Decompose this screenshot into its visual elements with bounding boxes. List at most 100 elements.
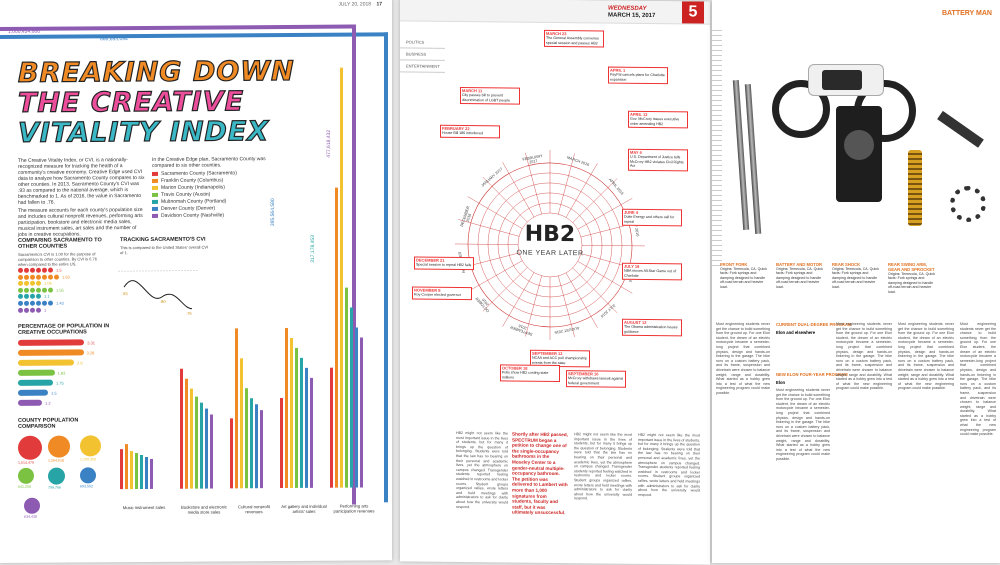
compare-dot (24, 267, 29, 273)
center-title: HB2 (524, 221, 576, 248)
category-bar (345, 287, 348, 488)
tracking-line (123, 280, 193, 310)
category-bar (235, 328, 238, 489)
population-dot (18, 467, 34, 484)
timeline-event: APRIL 1 PayPal cancels plans for Charlott… (608, 66, 668, 85)
timeline-spoke (572, 267, 618, 313)
timeline-spoke (482, 176, 528, 223)
compare-dot (18, 300, 23, 306)
pct-value: 1.75 (56, 380, 64, 386)
body-col-1: HB2 might not seem like the most importa… (456, 430, 508, 509)
category-bar (210, 414, 213, 489)
category-bar (140, 455, 143, 490)
creative-vitality-page: JULY 20, 2018 17 1,000,454,666 866,693,0… (0, 0, 392, 563)
compare-dot (18, 281, 23, 287)
ring-6 (517, 212, 583, 278)
population-dot (48, 467, 66, 486)
compare-dot (24, 280, 29, 287)
battery-cap (844, 130, 874, 160)
compare-dot (18, 307, 23, 313)
frame (808, 64, 884, 96)
timeline-spoke (467, 260, 523, 292)
body-col-2: HB2 might not seem like the most importa… (574, 432, 632, 501)
category-bar (125, 444, 128, 490)
part-name: REAR SHOCK (832, 262, 861, 267)
category-total-2: 395,564,580 (270, 198, 276, 227)
compare-dot (24, 300, 29, 306)
event-text: Polls show HB2 costing state millions (502, 370, 549, 380)
compare-dot (30, 300, 35, 306)
compare-dot (36, 294, 41, 300)
compare-dot (36, 307, 41, 313)
compare-value: 1.06 (44, 280, 52, 286)
pct-value: 1.5 (51, 390, 57, 396)
ring-3 (487, 182, 613, 308)
category-bar (300, 357, 303, 488)
compare-value: 1.5 (56, 267, 62, 273)
pct-bar (18, 349, 84, 356)
comparing-bars: 1.5 1.63 1.06 1.55 1.1 1.43 1 (18, 267, 108, 316)
part-text: Origins: Temecula, CA. Quick facts: Fork… (832, 267, 879, 289)
sprocket (950, 186, 986, 222)
timeline-spoke (455, 243, 518, 245)
compare-dot (24, 274, 29, 280)
population-dot (48, 435, 70, 458)
pct-value: 2.8 (77, 360, 83, 366)
population-value: 1,514,479 (18, 460, 34, 465)
comparing-title: COMPARING SACRAMENTO TO OTHER COUNTIES (18, 237, 102, 250)
population-value: 634,430 (24, 514, 37, 519)
ring-4 (497, 192, 603, 298)
event-text: U.S. Department of Justice tells McCrory… (630, 155, 684, 169)
part-text: Origins: Temecula, CA. Quick facts: Fork… (776, 267, 823, 289)
compare-dot (18, 274, 23, 280)
front-wheel (772, 80, 830, 138)
category-bar (360, 337, 363, 488)
category-total-1: 477,618,432 (326, 129, 332, 158)
timeline-event: SEPTEMBER 16 McCrory withdraws lawsuit ag… (566, 370, 626, 388)
compare-dot (18, 287, 23, 293)
top-value-1: 1,000,454,666 (8, 28, 40, 35)
population-value: 799,766 (48, 485, 61, 491)
category-bar (240, 358, 243, 489)
category-bar (340, 67, 343, 488)
population-value: 1,199,350 (80, 457, 96, 462)
pct-bar (18, 369, 55, 376)
pct-value: 3.28 (86, 350, 95, 356)
part-name: REAR SWING ARM, GEAR AND SPROCKET (888, 262, 935, 272)
event-text: Special session to repeal HB2 fails (416, 262, 472, 268)
category-labels: Music instrument sales Bookstore and elec… (120, 497, 390, 539)
event-text: City passes bill to prevent discriminati… (462, 93, 511, 103)
swingarm-photo (932, 90, 996, 240)
tracking-line-chart (118, 270, 198, 310)
compare-dot (24, 287, 29, 293)
timeline-spoke (502, 162, 535, 218)
compare-dot (18, 267, 23, 273)
timeline-spoke (525, 275, 542, 337)
category-bar (335, 187, 338, 488)
category-bar (205, 408, 208, 489)
pct-bar (18, 379, 53, 386)
pct-value: 3.31 (87, 340, 95, 346)
compare-value: 1.63 (62, 274, 70, 280)
compare-dot (36, 300, 41, 306)
timeline-spoke (525, 152, 542, 215)
event-text: Gov. McCrory issues executive order amen… (630, 117, 680, 126)
timeline-event: OCTOBER 18 Polls show HB2 costing state m… (500, 364, 560, 383)
timeline-spoke (577, 198, 633, 230)
event-text: NCAA and ACC pull championship events fr… (532, 356, 587, 365)
left-margin-text (712, 30, 722, 270)
compare-dot (42, 274, 47, 280)
timeline-spoke (565, 272, 598, 328)
pct-title: PERCENTAGE OF POPULATION IN CREATIVE OCC… (18, 323, 110, 336)
compare-dot (54, 274, 59, 280)
category-label: Performing arts participation revenues (333, 503, 375, 514)
category-bar (150, 458, 153, 489)
swingarm-bar (937, 110, 984, 148)
timeline-spoke (582, 245, 645, 247)
compare-dot (36, 280, 41, 286)
compare-dot (36, 274, 41, 280)
compare-value: 1.55 (56, 287, 64, 293)
event-text: Duke Energy and others call for repeal (624, 215, 675, 224)
compare-dot (24, 294, 29, 300)
timeline-spoke (577, 261, 633, 294)
